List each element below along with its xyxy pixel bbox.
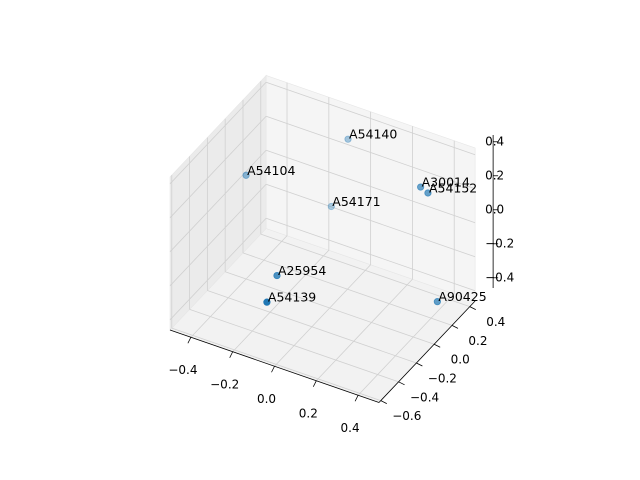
- y-tick-label: 0.4: [486, 315, 505, 329]
- x-tick-label: 0.4: [341, 421, 360, 435]
- grid-line: [225, 271, 435, 345]
- y-tick-label: 0.0: [451, 353, 470, 367]
- tick-mark: [451, 325, 459, 329]
- z-tick-label: −0.4: [485, 270, 514, 284]
- y-tick-label: −0.2: [428, 372, 457, 386]
- grid-line: [169, 218, 267, 321]
- tick-mark: [312, 380, 317, 387]
- point-label: A90425: [438, 289, 486, 304]
- z-tick-label: 0.0: [485, 202, 504, 216]
- point-label: A30014: [422, 175, 470, 190]
- grid-line: [265, 183, 476, 258]
- grid-line: [171, 327, 381, 401]
- point-label: A25954: [278, 263, 326, 278]
- tick-mark: [469, 306, 476, 310]
- tick-mark: [354, 395, 359, 402]
- z-tick-label: −0.2: [485, 236, 514, 250]
- tick-mark: [416, 362, 423, 367]
- point: [327, 202, 335, 211]
- grid-line: [169, 184, 267, 287]
- grid-line: [242, 252, 453, 326]
- grid-line: [265, 115, 476, 190]
- grid-line: [265, 81, 476, 156]
- x-axis: [169, 329, 380, 403]
- point-label: A54140: [349, 127, 397, 142]
- grid-line: [207, 290, 417, 364]
- x-tick-label: 0.2: [299, 406, 318, 420]
- y-tick-label: −0.6: [392, 409, 421, 423]
- point-label: A54139: [268, 290, 316, 305]
- x-tick-label: −0.2: [210, 377, 239, 391]
- tick-mark: [398, 381, 405, 386]
- tick-mark: [229, 351, 234, 358]
- grid-line: [189, 308, 399, 383]
- point: [433, 298, 441, 306]
- tick-mark: [380, 400, 387, 404]
- y-axis: [378, 300, 476, 403]
- grid-line: [260, 233, 470, 307]
- point-label: A54152: [429, 180, 477, 195]
- point: [273, 271, 281, 280]
- point: [424, 189, 432, 197]
- grid-line: [274, 264, 371, 367]
- point: [242, 171, 250, 179]
- point: [263, 298, 271, 306]
- z-tick-label: 0.4: [485, 134, 504, 148]
- tick-mark: [271, 366, 275, 373]
- tick-mark: [187, 337, 192, 344]
- tick-mark: [434, 343, 441, 348]
- grid-line: [357, 293, 455, 396]
- x-tick-label: 0.0: [257, 392, 276, 406]
- grid-line: [265, 217, 476, 292]
- grid-line: [190, 235, 288, 338]
- z-tick-label: 0.2: [485, 168, 504, 182]
- point: [417, 183, 425, 191]
- grid-line: [316, 278, 413, 382]
- grid-line: [169, 116, 267, 219]
- y-tick-label: −0.4: [410, 390, 439, 404]
- grid-line: [169, 82, 267, 185]
- point: [344, 135, 352, 143]
- point-label: A54171: [332, 194, 380, 209]
- grid-line: [265, 149, 476, 224]
- grid-line: [232, 249, 330, 353]
- y-tick-label: 0.2: [468, 334, 487, 348]
- x-tick-label: −0.4: [168, 363, 197, 377]
- point-label: A54104: [247, 163, 295, 178]
- grid-line: [169, 150, 267, 253]
